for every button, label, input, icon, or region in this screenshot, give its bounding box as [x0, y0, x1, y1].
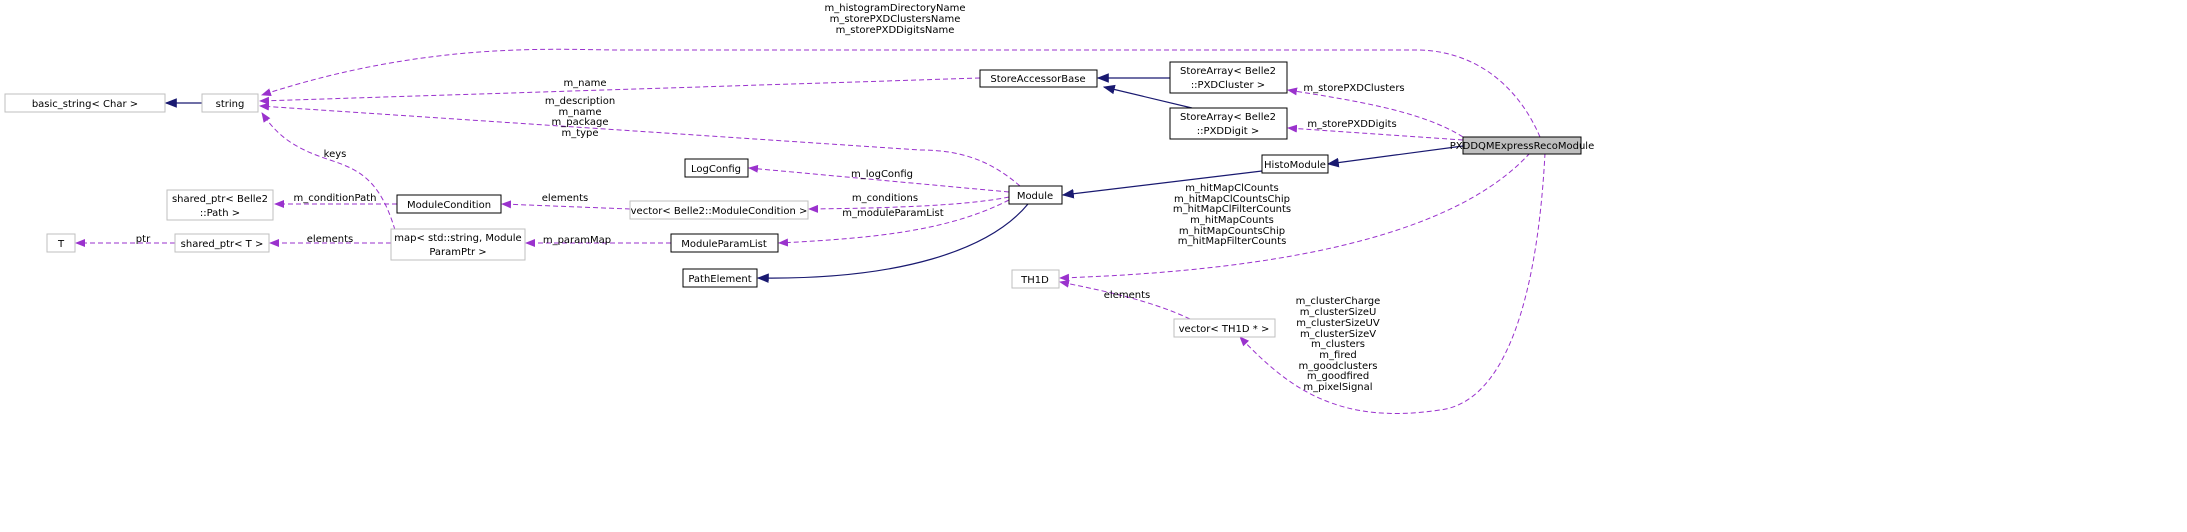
- edge-label: m_storePXDDigitsName: [836, 25, 955, 36]
- edge-main-histo: [1326, 145, 1464, 168]
- edge-label: m_histogramDirectoryName: [824, 3, 965, 14]
- node-log-config[interactable]: LogConfig: [684, 158, 749, 178]
- node-label: HistoModule: [1264, 160, 1326, 171]
- node-pxddqm-express-reco-module[interactable]: PXDDQMExpressRecoModule: [1450, 136, 1594, 155]
- node-histo-module[interactable]: HistoModule: [1261, 154, 1329, 174]
- edges: [75, 48, 1546, 414]
- node-label: ModuleCondition: [407, 200, 491, 211]
- node-label: ::PXDDigit >: [1197, 126, 1259, 137]
- node-label: basic_string< Char >: [32, 99, 138, 110]
- edge-main-th1d: [1059, 152, 1531, 282]
- edge-label: m_logConfig: [851, 169, 913, 180]
- node-label: StoreArray< Belle2: [1180, 66, 1276, 77]
- edge-label: m_hitMapClCountsChip: [1174, 194, 1290, 205]
- edge-accessor-string: [259, 77, 981, 105]
- edge-label: m_fired: [1319, 350, 1356, 361]
- node-module-condition[interactable]: ModuleCondition: [396, 194, 502, 214]
- edge-label: m_type: [561, 128, 598, 139]
- node-label: TH1D: [1020, 275, 1049, 286]
- edge-main-clusters: [1287, 87, 1464, 138]
- node-shared-ptr-path[interactable]: shared_ptr< Belle2::Path >: [166, 189, 274, 221]
- edge-labels: m_histogramDirectoryName m_storePXDClust…: [136, 3, 1405, 393]
- node-store-array-cluster[interactable]: StoreArray< Belle2::PXDCluster >: [1169, 61, 1288, 94]
- edge-label: m_package: [552, 117, 609, 128]
- edge-label: m_name: [563, 78, 606, 89]
- edge-label: elements: [1104, 290, 1150, 301]
- node-th1d[interactable]: TH1D: [1011, 269, 1060, 289]
- node-label: StoreAccessorBase: [990, 74, 1085, 85]
- edge-label: m_storePXDClustersName: [830, 14, 961, 25]
- node-label: ParamPtr >: [429, 247, 486, 258]
- node-label: shared_ptr< Belle2: [172, 194, 268, 205]
- edge-label: m_clusters: [1311, 339, 1365, 350]
- edge-label: m_name: [558, 107, 601, 118]
- node-label: PathElement: [688, 274, 751, 285]
- edge-label: m_paramMap: [543, 235, 611, 246]
- edge-map-string: [261, 112, 396, 231]
- edge-label: m_clusterSizeU: [1300, 307, 1377, 318]
- edge-label: m_clusterSizeV: [1300, 329, 1376, 340]
- node-label: vector< Belle2::ModuleCondition >: [631, 206, 808, 217]
- edge-label: m_hitMapFilterCounts: [1178, 236, 1287, 247]
- node-label: StoreArray< Belle2: [1180, 112, 1276, 123]
- node-vector-th1d[interactable]: vector< TH1D * >: [1173, 318, 1276, 338]
- node-label: ::PXDCluster >: [1191, 80, 1265, 91]
- node-label: map< std::string, Module: [394, 233, 521, 244]
- edge-label: m_goodclusters: [1299, 361, 1378, 372]
- node-label: PXDDQMExpressRecoModule: [1450, 141, 1594, 152]
- edge-label: m_hitMapCounts: [1190, 215, 1274, 226]
- node-label: shared_ptr< T >: [181, 239, 264, 250]
- node-string[interactable]: string: [201, 93, 259, 113]
- edge-label: m_moduleParamList: [842, 208, 943, 219]
- node-shared-ptr-t[interactable]: shared_ptr< T >: [174, 233, 270, 253]
- node-module-param-list[interactable]: ModuleParamList: [670, 233, 779, 253]
- edge-label: m_goodfired: [1307, 371, 1369, 382]
- node-store-accessor-base[interactable]: StoreAccessorBase: [979, 69, 1098, 88]
- edge-main-string: [261, 48, 1541, 138]
- node-t[interactable]: T: [46, 233, 76, 253]
- edge-label: m_clusterCharge: [1296, 296, 1381, 307]
- edge-module-logconfig: [748, 164, 1010, 193]
- edge-label: m_hitMapClCounts: [1185, 183, 1279, 194]
- node-label: vector< TH1D * >: [1179, 324, 1270, 335]
- edge-digit-accessor: [1102, 84, 1193, 109]
- edge-vector-th1d: [1059, 279, 1191, 320]
- edge-label: m_storePXDDigits: [1307, 119, 1396, 130]
- node-vector-module-condition[interactable]: vector< Belle2::ModuleCondition >: [629, 200, 809, 220]
- edge-module-vector: [808, 196, 1010, 213]
- edge-module-paramlist: [778, 199, 1010, 247]
- edge-main-vector-th1d: [1239, 152, 1546, 414]
- edge-vector-condition: [501, 200, 631, 210]
- edge-label: m_conditionPath: [294, 193, 377, 204]
- node-basic-string[interactable]: basic_string< Char >: [4, 93, 166, 113]
- node-store-array-digit[interactable]: StoreArray< Belle2::PXDDigit >: [1169, 107, 1288, 140]
- edge-label: m_hitMapCountsChip: [1179, 226, 1285, 237]
- node-module[interactable]: Module: [1008, 185, 1063, 205]
- edge-module-pathelement: [756, 203, 1029, 283]
- edge-label: ptr: [136, 234, 151, 245]
- edge-label: m_description: [545, 96, 615, 107]
- edge-label: m_conditions: [852, 193, 918, 204]
- node-label: ModuleParamList: [681, 239, 767, 250]
- edge-label: keys: [324, 149, 347, 160]
- edge-label: m_storePXDClusters: [1303, 83, 1404, 94]
- node-label: T: [57, 239, 65, 250]
- node-label: ::Path >: [200, 208, 240, 219]
- edge-histo-module: [1061, 170, 1263, 199]
- node-label: string: [216, 99, 245, 110]
- node-label: LogConfig: [691, 164, 741, 175]
- node-path-element[interactable]: PathElement: [682, 268, 758, 288]
- edge-label: m_clusterSizeUV: [1296, 318, 1380, 329]
- edge-label: elements: [307, 234, 353, 245]
- edge-main-digits: [1287, 124, 1464, 141]
- edge-label: m_pixelSignal: [1303, 382, 1372, 393]
- node-label: Module: [1017, 191, 1053, 202]
- edge-module-string: [259, 102, 1021, 187]
- edge-label: elements: [542, 193, 588, 204]
- edge-label: m_hitMapClFilterCounts: [1173, 204, 1291, 215]
